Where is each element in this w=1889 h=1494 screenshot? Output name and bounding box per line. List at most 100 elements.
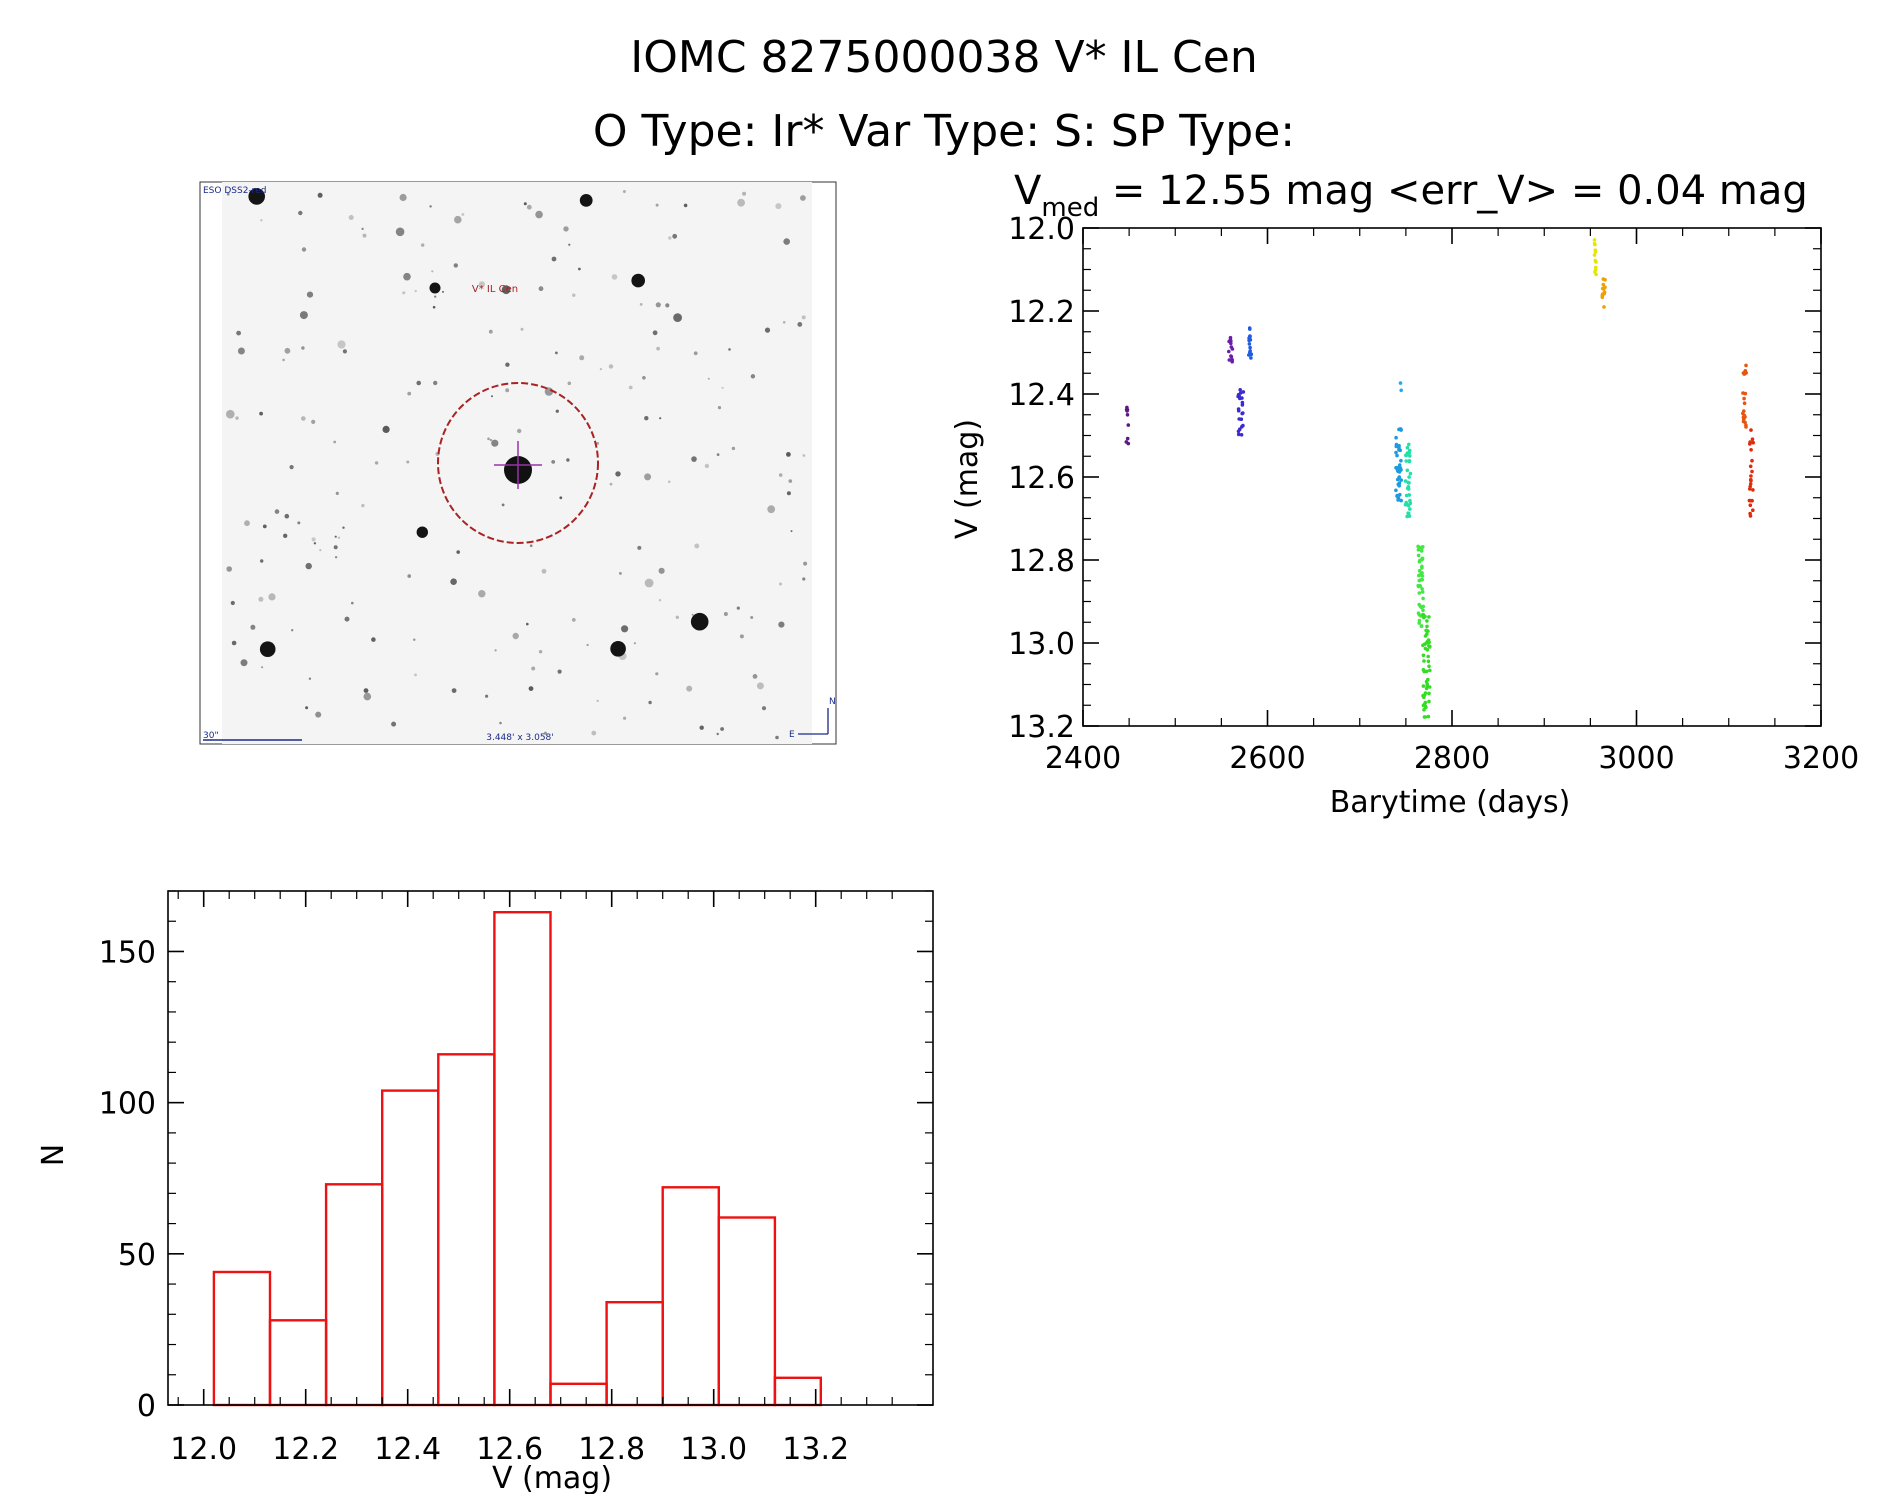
lightcurve-point <box>1742 413 1747 418</box>
lightcurve-point <box>1227 349 1231 354</box>
finder-star <box>691 456 697 462</box>
histogram-bar <box>717 1216 777 1407</box>
finder-star <box>485 694 489 698</box>
finder-star <box>416 380 422 386</box>
finder-star <box>305 562 312 570</box>
finder-star <box>313 542 317 545</box>
finder-star <box>778 621 785 628</box>
lightcurve-point <box>1426 654 1430 659</box>
lightcurve-point <box>1248 338 1253 342</box>
histogram-x-tick-label: 12.4 <box>374 1432 441 1467</box>
finder-star <box>258 596 264 602</box>
target-name-label: V* IL Cen <box>472 284 518 295</box>
finder-star <box>586 643 589 647</box>
finder-star <box>414 289 417 293</box>
lightcurve-point <box>1427 691 1431 696</box>
finder-star <box>557 669 562 674</box>
finder-star <box>596 441 600 445</box>
finder-star <box>652 330 658 336</box>
lightcurve-point <box>1748 464 1753 469</box>
finder-star <box>623 716 627 720</box>
finder-star <box>750 616 754 619</box>
finder-star <box>526 204 532 210</box>
finder-star <box>723 612 728 616</box>
finder-star <box>538 650 543 654</box>
finder-star <box>416 526 428 538</box>
lightcurve-point <box>1238 391 1243 395</box>
lightcurve-point <box>1418 578 1423 582</box>
lightcurve-point <box>1744 363 1748 368</box>
lightcurve-point <box>1407 459 1412 464</box>
lightcurve-point <box>1247 326 1252 330</box>
lightcurve-point <box>1744 423 1748 428</box>
finder-star <box>505 388 510 393</box>
lightcurve-point <box>1592 253 1597 257</box>
lightcurve-y-tick-label: 12.0 <box>1008 212 1075 247</box>
lightcurve-point <box>1397 470 1402 474</box>
finder-star <box>800 195 806 201</box>
finder-star <box>344 616 350 622</box>
finder-star <box>579 355 585 361</box>
finder-star <box>739 634 744 639</box>
histogram-xlabel: V (mag) <box>492 1461 612 1494</box>
finder-star <box>555 351 558 355</box>
histogram-bar <box>773 1376 823 1407</box>
finder-star <box>421 243 425 247</box>
finder-star <box>284 513 290 519</box>
lightcurve-point <box>1407 475 1411 479</box>
finder-star <box>717 406 722 410</box>
finder-star <box>672 233 678 239</box>
finder-star <box>775 735 779 740</box>
lightcurve-point <box>1601 282 1606 287</box>
finder-star <box>615 471 621 477</box>
fov-label: 3.448' x 3.058' <box>486 733 554 743</box>
lightcurve-point <box>1417 559 1422 564</box>
finder-star <box>231 640 237 646</box>
finder-star <box>609 482 613 486</box>
finder-star <box>260 559 264 563</box>
lightcurve-point <box>1399 458 1403 463</box>
finder-star <box>301 346 305 350</box>
finder-star <box>764 327 771 333</box>
finder-star <box>262 524 267 529</box>
finder-star <box>451 688 457 693</box>
finder-star <box>301 416 306 421</box>
compass: N E <box>789 697 836 740</box>
histogram-chart: 12.0 12.2 12.4 12.6 12.8 13.0 13.2 0 50 100 150 V … <box>36 890 934 1494</box>
histogram-x-tick-label: 12.8 <box>578 1432 645 1467</box>
figure-subtitle: O Type: Ir* Var Type: S: SP Type: <box>593 106 1295 157</box>
finder-star <box>491 439 499 447</box>
finder-star <box>311 419 316 424</box>
finder-star <box>456 550 461 554</box>
lightcurve-point <box>1230 358 1234 363</box>
lightcurve-point <box>1394 450 1398 455</box>
target-aperture-circle <box>437 382 599 544</box>
finder-star <box>235 416 239 420</box>
finder-star <box>778 473 783 477</box>
lightcurve-point <box>1248 345 1252 350</box>
lightcurve-point <box>1237 417 1241 421</box>
finder-star <box>568 243 571 246</box>
lightcurve-point <box>1427 640 1431 644</box>
finder-star <box>478 281 485 288</box>
finder-star <box>274 509 280 514</box>
lightcurve-point <box>1750 437 1755 442</box>
finder-star <box>226 192 230 196</box>
lightcurve-point <box>1407 493 1412 497</box>
finder-star <box>668 236 672 240</box>
finder-star <box>528 686 534 691</box>
finder-star <box>523 202 527 206</box>
lightcurve-point <box>1397 446 1401 450</box>
finder-star <box>596 699 599 703</box>
finder-star <box>333 440 337 444</box>
finder-star <box>694 543 700 549</box>
lightcurve-point <box>1416 553 1421 558</box>
finder-star <box>742 191 747 196</box>
lightcurve-x-tick-label: 2600 <box>1229 741 1305 776</box>
finder-star <box>399 193 407 202</box>
finder-star <box>298 210 303 216</box>
lightcurve-point <box>1420 587 1424 591</box>
lightcurve-point <box>1406 511 1411 516</box>
lightcurve-point <box>1427 685 1432 689</box>
finder-star <box>230 600 235 606</box>
